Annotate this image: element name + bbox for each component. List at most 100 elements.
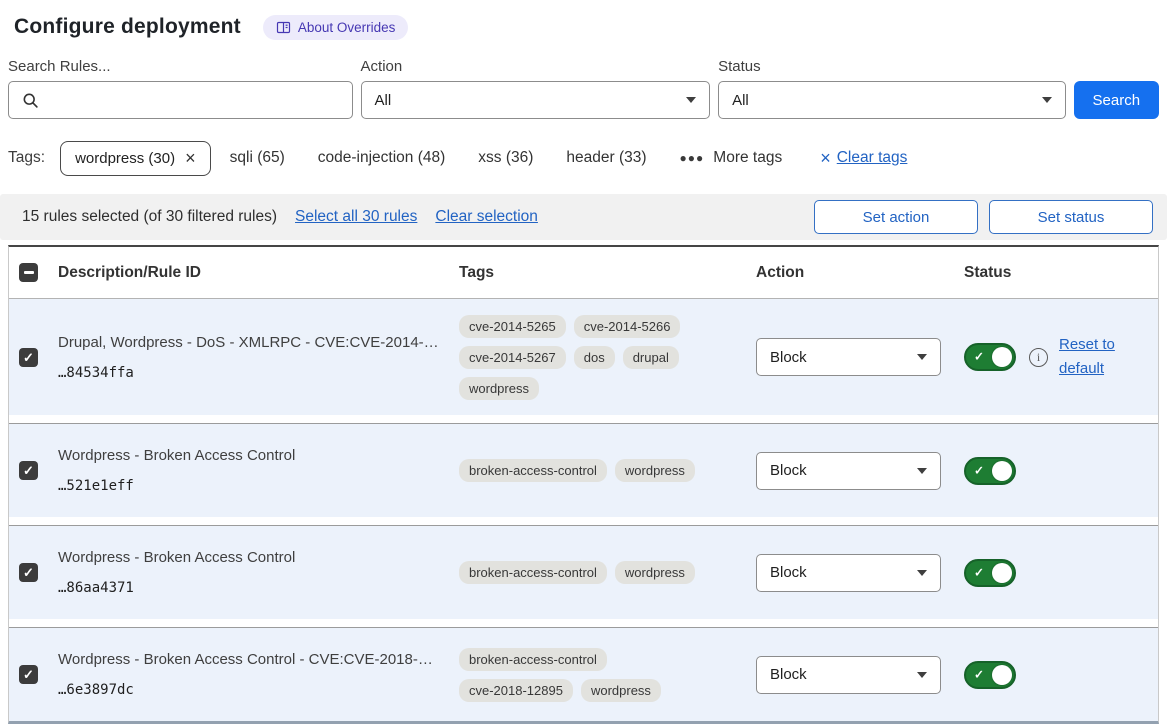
toggle-check-icon: ✓ bbox=[974, 349, 985, 364]
toggle-check-icon: ✓ bbox=[974, 667, 985, 682]
status-filter-select[interactable]: All bbox=[718, 81, 1066, 119]
tag-filter-code-injection[interactable]: code-injection (48) bbox=[317, 149, 446, 166]
status-filter-value: All bbox=[732, 91, 749, 109]
tag-pill: cve-2014-5266 bbox=[573, 314, 681, 338]
row-checkbox[interactable]: ✓ bbox=[19, 665, 38, 684]
action-filter-field: Action All bbox=[360, 58, 711, 119]
checkmark-icon: ✓ bbox=[23, 565, 34, 580]
tag-filter-sqli[interactable]: sqli (65) bbox=[229, 149, 285, 166]
more-tags-label: More tags bbox=[713, 149, 783, 166]
checkmark-icon: ✓ bbox=[23, 349, 34, 365]
tag-pill: wordpress bbox=[580, 678, 661, 702]
select-all-rules-link[interactable]: Select all 30 rules bbox=[295, 208, 418, 225]
table-row: ✓ Wordpress - Broken Access Control …86a… bbox=[9, 526, 1158, 619]
action-select[interactable]: Block bbox=[756, 655, 941, 694]
action-select-value: Block bbox=[770, 462, 807, 479]
row-separator bbox=[9, 415, 1158, 424]
action-select[interactable]: Block bbox=[756, 338, 941, 376]
rule-action-cell: Block bbox=[756, 553, 964, 592]
chevron-down-icon bbox=[917, 354, 927, 360]
rule-action-cell: Block bbox=[756, 655, 964, 694]
rule-id: …84534ffa bbox=[58, 364, 134, 381]
status-filter-label: Status bbox=[718, 58, 761, 75]
rule-status-cell: ✓ bbox=[964, 456, 1158, 485]
rule-description-cell: Wordpress - Broken Access Control …86aa4… bbox=[58, 549, 459, 596]
checkmark-icon: ✓ bbox=[23, 667, 34, 682]
table-body: ✓ Drupal, Wordpress - DoS - XMLRPC - CVE… bbox=[9, 299, 1158, 721]
rule-id: …6e3897dc bbox=[58, 682, 134, 698]
tag-pill: wordpress bbox=[614, 459, 695, 482]
toggle-check-icon: ✓ bbox=[974, 463, 985, 478]
row-checkbox[interactable]: ✓ bbox=[19, 563, 38, 582]
action-filter-value: All bbox=[374, 91, 392, 109]
tag-pill: broken-access-control bbox=[459, 561, 607, 584]
status-toggle[interactable]: ✓ bbox=[964, 456, 1016, 485]
about-overrides-badge[interactable]: About Overrides bbox=[262, 14, 409, 40]
column-header-description: Description/Rule ID bbox=[58, 263, 201, 281]
reset-to-default-link[interactable]: Reset to default bbox=[1059, 336, 1115, 377]
search-rules-field: Search Rules... bbox=[8, 58, 353, 119]
rule-description: Drupal, Wordpress - DoS - XMLRPC - CVE:C… bbox=[58, 333, 439, 351]
chevron-down-icon bbox=[686, 97, 697, 103]
table-row: ✓ Wordpress - Broken Access Control - CV… bbox=[9, 628, 1158, 721]
action-select[interactable]: Block bbox=[756, 451, 941, 490]
tag-pill: broken-access-control bbox=[459, 647, 607, 671]
action-filter-select[interactable]: All bbox=[360, 81, 711, 119]
tag-filter-header[interactable]: header (33) bbox=[566, 149, 647, 166]
status-toggle[interactable]: ✓ bbox=[964, 558, 1016, 587]
row-separator bbox=[9, 517, 1158, 526]
bulk-action-buttons: Set action Set status bbox=[814, 200, 1153, 234]
tag-pill: cve-2014-5267 bbox=[459, 345, 566, 369]
select-all-checkbox[interactable] bbox=[19, 263, 38, 282]
selection-summary: 15 rules selected (of 30 filtered rules) bbox=[22, 208, 278, 225]
info-icon: i bbox=[1029, 347, 1048, 367]
selected-tag-chip-wordpress[interactable]: wordpress (30) × bbox=[60, 140, 211, 176]
action-select[interactable]: Block bbox=[756, 553, 941, 592]
row-checkbox-cell: ✓ bbox=[9, 563, 58, 582]
action-filter-label: Action bbox=[360, 58, 403, 75]
tag-pill: broken-access-control bbox=[459, 459, 607, 482]
search-rules-label: Search Rules... bbox=[8, 58, 111, 75]
rule-tags: broken-access-control wordpress bbox=[459, 459, 704, 482]
remove-tag-icon[interactable]: × bbox=[185, 148, 196, 168]
clear-selection-link[interactable]: Clear selection bbox=[435, 208, 538, 225]
search-rules-input[interactable] bbox=[8, 81, 353, 119]
tag-pill: dos bbox=[573, 345, 615, 369]
search-button[interactable]: Search bbox=[1073, 81, 1159, 119]
page-title: Configure deployment bbox=[14, 15, 241, 38]
header-checkbox-cell bbox=[9, 263, 58, 282]
rule-action-cell: Block bbox=[756, 338, 964, 376]
status-toggle[interactable]: ✓ bbox=[964, 343, 1016, 371]
rule-tags-cell: broken-access-control wordpress bbox=[459, 561, 756, 584]
action-select-value: Block bbox=[770, 348, 807, 366]
tag-pill: cve-2018-12895 bbox=[459, 678, 573, 702]
column-header-action: Action bbox=[756, 263, 805, 281]
rule-status-cell: ✓ bbox=[964, 660, 1158, 689]
tag-pill: cve-2014-5265 bbox=[459, 314, 566, 338]
rule-tags: broken-access-control wordpress bbox=[459, 561, 704, 584]
clear-tags-label: Clear tags bbox=[836, 149, 908, 166]
rule-tags-cell: cve-2014-5265 cve-2014-5266 cve-2014-5267 d… bbox=[459, 314, 756, 400]
tag-pill: drupal bbox=[622, 345, 679, 369]
tags-bar: Tags: wordpress (30) × sqli (65) code-in… bbox=[0, 140, 1167, 176]
table-row: ✓ Drupal, Wordpress - DoS - XMLRPC - CVE… bbox=[9, 299, 1158, 415]
table-row: ✓ Wordpress - Broken Access Control …521… bbox=[9, 424, 1158, 517]
selection-bar: 15 rules selected (of 30 filtered rules)… bbox=[0, 194, 1167, 240]
status-toggle[interactable]: ✓ bbox=[964, 660, 1016, 689]
rule-action-cell: Block bbox=[756, 451, 964, 490]
toggle-check-icon: ✓ bbox=[974, 565, 985, 580]
tag-pill: wordpress bbox=[459, 376, 539, 400]
more-tags-button[interactable]: ●●● More tags bbox=[680, 149, 783, 167]
clear-tags-link[interactable]: × Clear tags bbox=[820, 149, 907, 167]
toggle-knob bbox=[992, 347, 1012, 367]
rule-id: …521e1eff bbox=[58, 478, 134, 494]
row-checkbox[interactable]: ✓ bbox=[19, 461, 38, 480]
toggle-knob bbox=[992, 664, 1012, 685]
book-icon bbox=[276, 20, 291, 35]
row-checkbox[interactable]: ✓ bbox=[19, 347, 38, 367]
column-header-status: Status bbox=[964, 263, 1012, 281]
tag-filter-xss[interactable]: xss (36) bbox=[478, 149, 534, 166]
set-status-button[interactable]: Set status bbox=[989, 200, 1153, 234]
rule-description: Wordpress - Broken Access Control - CVE:… bbox=[58, 651, 433, 668]
set-action-button[interactable]: Set action bbox=[814, 200, 978, 234]
